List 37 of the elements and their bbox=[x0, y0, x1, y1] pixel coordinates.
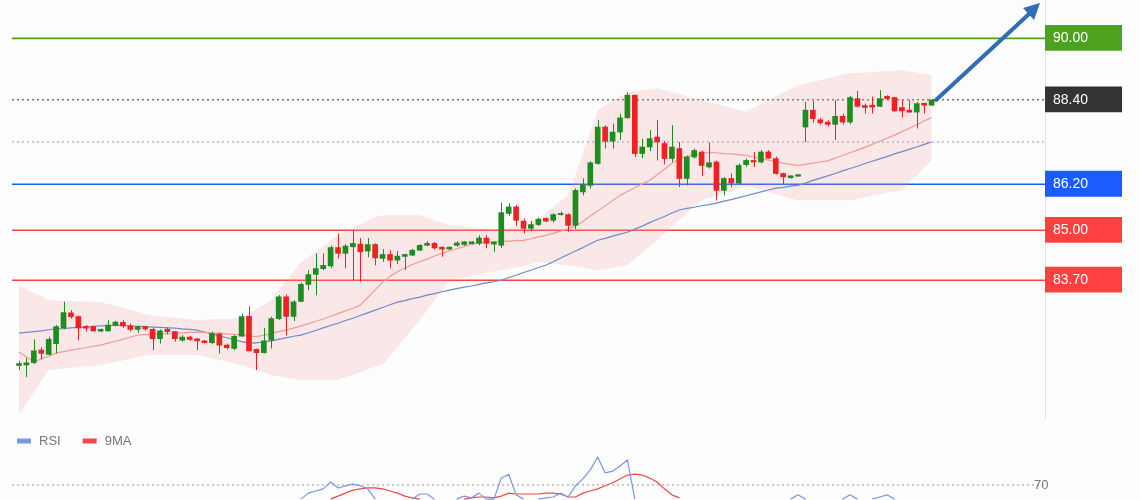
y-tick-label: 88.40 bbox=[1053, 90, 1089, 107]
candlestick bbox=[654, 119, 660, 161]
candlestick bbox=[364, 237, 371, 258]
candlestick bbox=[602, 124, 608, 150]
candlestick bbox=[735, 163, 742, 185]
legend-label: RSI bbox=[39, 432, 61, 448]
candlestick bbox=[810, 100, 816, 124]
candlestick bbox=[913, 101, 920, 130]
candlestick bbox=[513, 204, 519, 227]
candlestick bbox=[283, 293, 289, 336]
candlestick bbox=[31, 338, 37, 365]
candlestick bbox=[305, 269, 312, 291]
y-tick-label: 85.00 bbox=[1053, 221, 1089, 238]
y-tick-label: 83.70 bbox=[1053, 271, 1089, 288]
candlestick bbox=[661, 140, 668, 165]
y-tick-label: 90.00 bbox=[1053, 29, 1089, 46]
candlestick bbox=[832, 99, 838, 141]
legend-label: 9MA bbox=[104, 432, 132, 448]
candlestick bbox=[357, 237, 364, 283]
y-tick-label: 86.20 bbox=[1053, 175, 1089, 192]
candlestick bbox=[639, 138, 646, 159]
candlestick bbox=[335, 232, 341, 259]
candlestick bbox=[683, 154, 690, 186]
candlestick bbox=[706, 141, 712, 170]
candlestick bbox=[275, 294, 282, 321]
candlestick bbox=[290, 299, 297, 322]
candlestick bbox=[268, 316, 275, 350]
candlestick bbox=[617, 113, 623, 141]
candlestick bbox=[75, 315, 82, 341]
candlestick bbox=[350, 229, 356, 281]
candlestick bbox=[387, 249, 393, 269]
candlestick bbox=[669, 124, 675, 163]
candlestick bbox=[372, 242, 378, 266]
candlestick bbox=[721, 176, 727, 196]
text: 70 bbox=[1034, 476, 1049, 492]
candlestick bbox=[565, 212, 571, 233]
candlestick bbox=[261, 327, 267, 355]
